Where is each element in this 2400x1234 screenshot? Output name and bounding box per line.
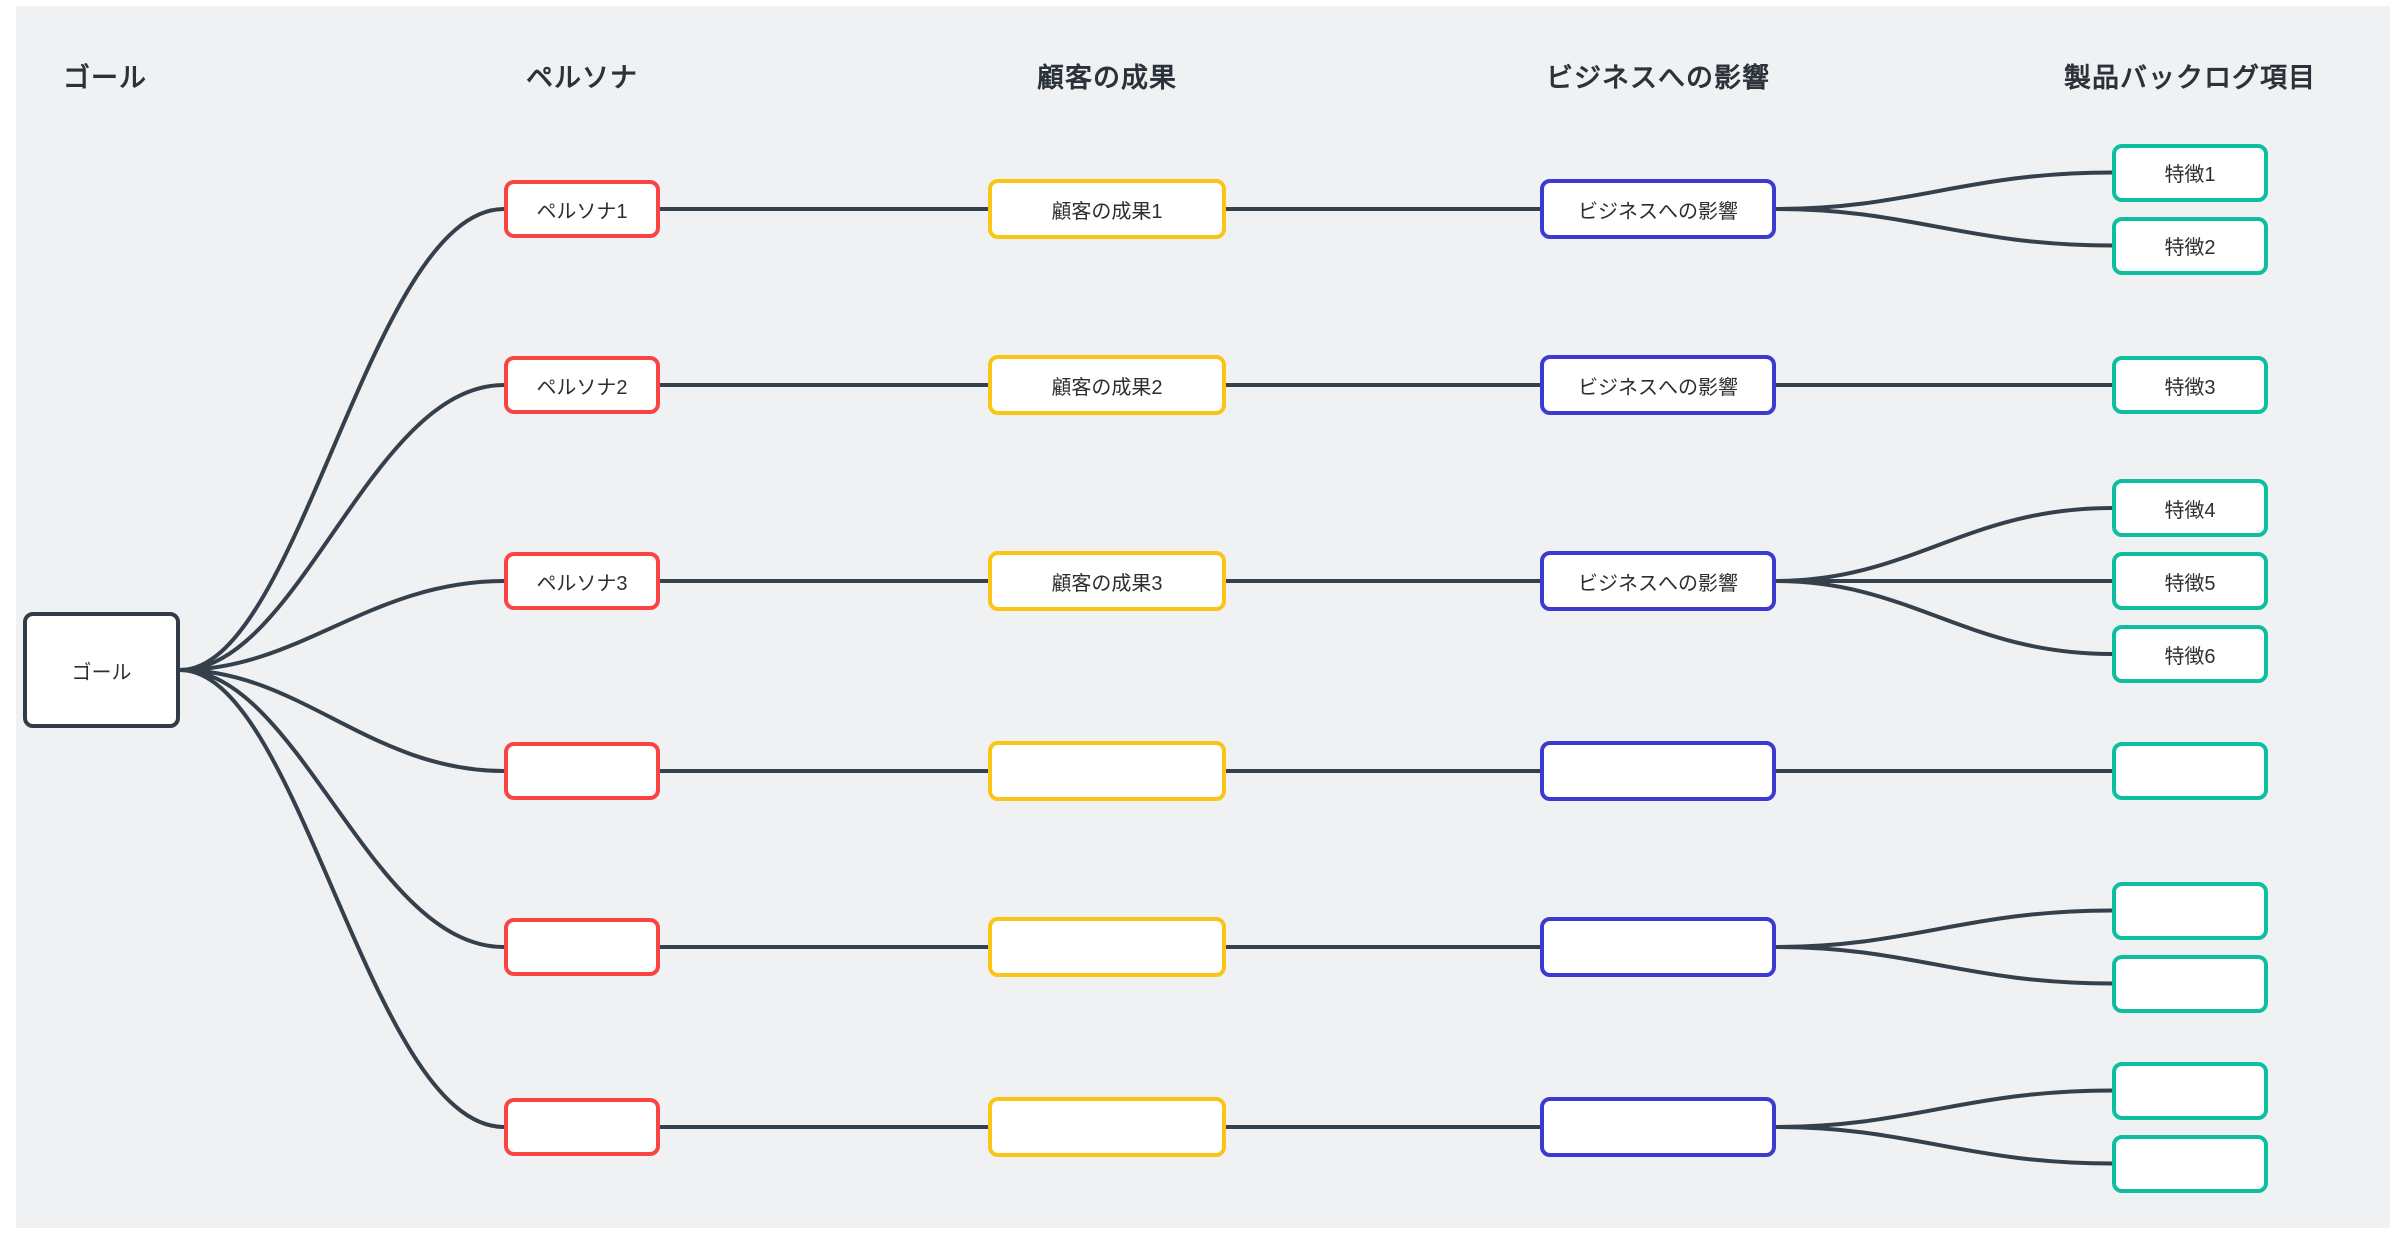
connector: [179, 579, 505, 672]
connector: [179, 383, 505, 672]
column-header-goal: ゴール: [63, 63, 147, 93]
impact-node-2[interactable]: ビジネスへの影響: [1540, 355, 1776, 415]
connector: [1775, 170, 2113, 211]
impact-node-2-label: ビジネスへの影響: [1578, 376, 1738, 399]
outcome-node-6[interactable]: [988, 1097, 1226, 1157]
persona-node-4[interactable]: [504, 742, 660, 800]
persona-node-2-label: ペルソナ2: [536, 376, 628, 399]
column-header-business-impact: ビジネスへの影響: [1546, 63, 1770, 93]
feature-node-r6-1[interactable]: [2112, 1061, 2268, 1120]
feature-node-r3-3[interactable]: 特徴6: [2112, 625, 2268, 683]
feature-node-r4-1[interactable]: [2112, 742, 2268, 800]
feature-node-r3-1-label: 特徴4: [2164, 499, 2216, 522]
feature-node-r1-1[interactable]: 特徴1: [2112, 143, 2268, 202]
outcome-node-3-label: 顧客の成果3: [1051, 572, 1163, 595]
goal-node-label: ゴール: [71, 661, 132, 684]
feature-node-r5-2[interactable]: [2112, 954, 2268, 1013]
persona-node-3-label: ペルソナ3: [536, 572, 628, 595]
connector: [1775, 908, 2113, 949]
outcome-node-1[interactable]: 顧客の成果1: [988, 179, 1226, 239]
persona-node-2[interactable]: ペルソナ2: [504, 356, 660, 414]
persona-node-5[interactable]: [504, 918, 660, 976]
column-header-product-backlog: 製品バックログ項目: [2064, 63, 2316, 93]
column-header-customer-outcome: 顧客の成果: [1037, 63, 1177, 93]
feature-node-r5-1[interactable]: [2112, 881, 2268, 940]
persona-node-6[interactable]: [504, 1098, 660, 1156]
connector: [1775, 506, 2113, 583]
goal-node[interactable]: ゴール: [23, 612, 180, 728]
feature-node-r2-1-label: 特徴3: [2164, 376, 2216, 399]
outcome-node-2[interactable]: 顧客の成果2: [988, 355, 1226, 415]
impact-node-3[interactable]: ビジネスへの影響: [1540, 551, 1776, 611]
feature-node-r2-1[interactable]: 特徴3: [2112, 356, 2268, 414]
feature-node-r6-2[interactable]: [2112, 1134, 2268, 1193]
impact-node-6[interactable]: [1540, 1097, 1776, 1157]
column-header-persona: ペルソナ: [526, 63, 638, 93]
impact-node-4[interactable]: [1540, 741, 1776, 801]
feature-node-r3-1[interactable]: 特徴4: [2112, 479, 2268, 537]
connector: [1775, 579, 2113, 656]
persona-node-3[interactable]: ペルソナ3: [504, 552, 660, 610]
impact-node-5[interactable]: [1540, 917, 1776, 977]
connector: [1775, 1125, 2113, 1166]
connector: [1775, 207, 2113, 248]
connector: [1775, 945, 2113, 986]
feature-node-r3-2-label: 特徴5: [2164, 572, 2216, 595]
feature-node-r3-2[interactable]: 特徴5: [2112, 552, 2268, 610]
connector: [179, 668, 505, 773]
connector: [1775, 1088, 2113, 1129]
outcome-node-4[interactable]: [988, 741, 1226, 801]
feature-node-r3-3-label: 特徴6: [2164, 645, 2216, 668]
persona-node-1[interactable]: ペルソナ1: [504, 180, 660, 238]
connector: [179, 668, 505, 1129]
feature-node-r1-1-label: 特徴1: [2164, 164, 2216, 186]
connector: [179, 207, 505, 672]
impact-node-1[interactable]: ビジネスへの影響: [1540, 179, 1776, 239]
connector: [179, 668, 505, 949]
feature-node-r1-2[interactable]: 特徴2: [2112, 216, 2268, 275]
persona-node-1-label: ペルソナ1: [536, 200, 628, 223]
impact-node-3-label: ビジネスへの影響: [1578, 572, 1738, 595]
feature-node-r1-2-label: 特徴2: [2164, 237, 2216, 259]
outcome-node-5[interactable]: [988, 917, 1226, 977]
outcome-node-3[interactable]: 顧客の成果3: [988, 551, 1226, 611]
outcome-node-1-label: 顧客の成果1: [1051, 200, 1163, 223]
outcome-node-2-label: 顧客の成果2: [1051, 376, 1163, 399]
impact-node-1-label: ビジネスへの影響: [1578, 200, 1738, 223]
